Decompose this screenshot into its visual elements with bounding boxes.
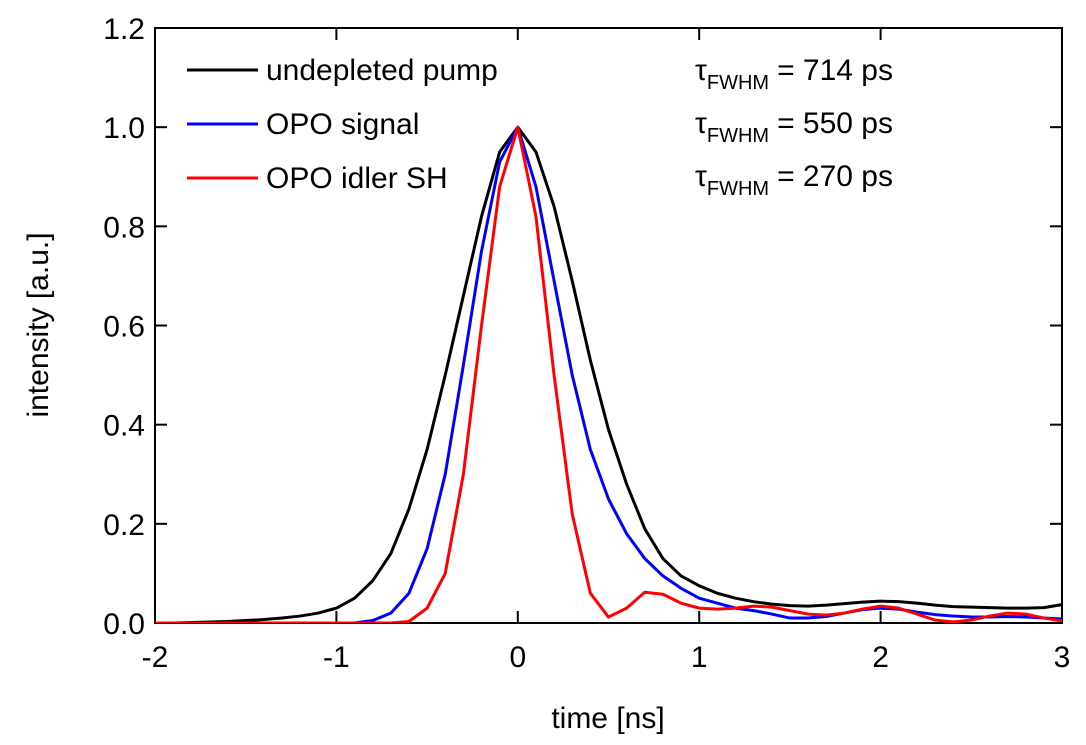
y-axis-label: intensity [a.u.] [22,232,55,417]
y-tick-label: 1.0 [103,112,145,145]
x-tick-label: -1 [323,641,350,674]
legend-label: OPO signal [266,108,419,141]
annotation-subscript: FWHM [707,125,769,147]
annotation-symbol: τ [695,160,707,193]
annotation-symbol: τ [695,107,707,140]
y-tick-label: 1.2 [103,13,145,46]
series-line [155,125,1062,623]
y-tick-label: 0.6 [103,311,145,344]
annotation: τFWHM = 270 ps [695,160,893,200]
annotation: τFWHM = 714 ps [695,54,893,94]
annotation-text: = 270 ps [777,160,893,193]
y-tick-label: 0.2 [103,509,145,542]
legend-label: OPO idler SH [266,162,448,195]
annotation-text: = 714 ps [777,54,893,87]
y-tick-label: 0.4 [103,410,145,443]
y-tick-label: 0.0 [103,608,145,641]
annotation-symbol: τ [695,54,707,87]
legend-label: undepleted pump [266,54,498,87]
annotation-subscript: FWHM [707,72,769,94]
x-axis-label: time [ns] [551,702,664,735]
annotation-text: = 550 ps [777,107,893,140]
series-line [155,125,1062,623]
x-tick-label: 3 [1054,641,1071,674]
annotation: τFWHM = 550 ps [695,107,893,147]
y-tick-label: 0.8 [103,211,145,244]
x-tick-label: 0 [509,641,526,674]
series-line [155,125,1062,623]
x-tick-label: -2 [142,641,169,674]
annotation-subscript: FWHM [707,178,769,200]
x-tick-label: 2 [872,641,889,674]
x-tick-label: 1 [691,641,708,674]
